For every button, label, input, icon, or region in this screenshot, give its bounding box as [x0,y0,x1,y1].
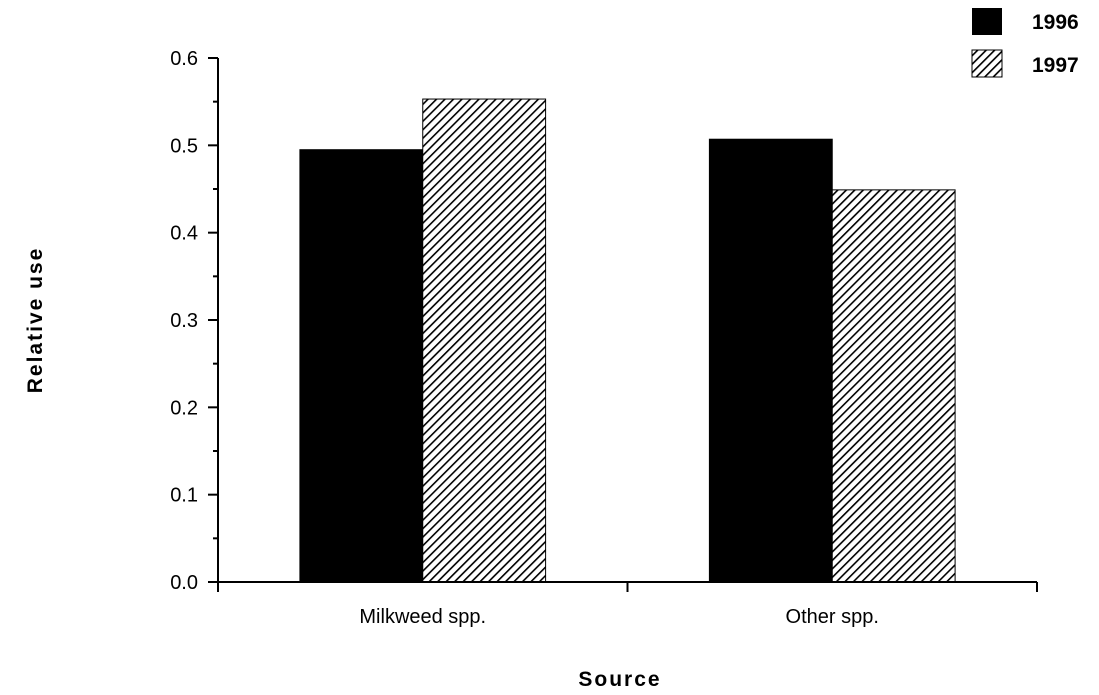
y-tick-label: 0.1 [170,485,198,507]
legend: 1996 1997 [971,8,1079,78]
y-axis-ticks: 0.0 0.1 0.2 0.3 0.4 0.5 0.6 [170,48,218,594]
bar-1997-1 [831,189,956,583]
x-tick-label: Other spp. [786,606,879,628]
y-tick-label: 0.2 [170,397,198,419]
x-axis-title: Source [578,668,661,691]
bar-1997-0 [422,98,547,583]
bars [299,98,956,583]
legend-label-1997: 1997 [1032,54,1079,77]
y-tick-label: 0.0 [170,572,198,594]
y-axis-title: Relative use [24,247,47,394]
y-tick-label: 0.3 [170,310,198,332]
x-axis-ticks: Milkweed spp. Other spp. [217,582,1038,628]
legend-swatch-1996 [972,8,1002,35]
legend-label-1996: 1996 [1032,11,1079,34]
bar-1996-1 [708,138,833,583]
x-tick-label: Milkweed spp. [359,606,486,628]
y-tick-label: 0.5 [170,135,198,157]
bar-1996-0 [299,149,424,583]
legend-swatch-1997 [971,49,1003,78]
y-tick-label: 0.6 [170,48,198,70]
y-tick-label: 0.4 [170,223,198,245]
